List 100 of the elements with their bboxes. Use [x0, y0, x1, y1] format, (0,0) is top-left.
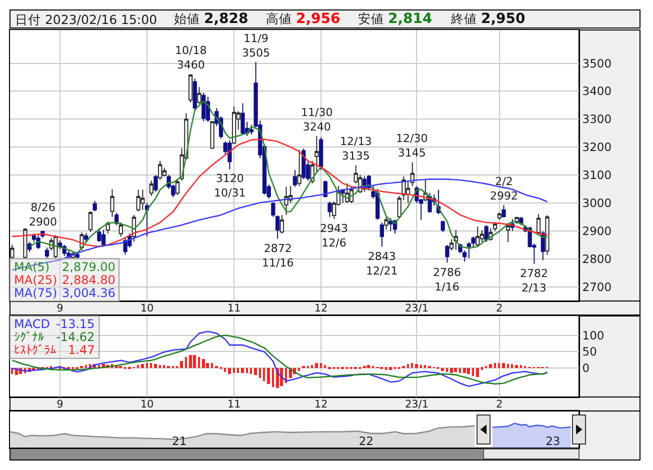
candlestick [506, 224, 510, 243]
candlestick [318, 136, 324, 170]
y-tick-label: 2800 [582, 252, 612, 266]
bar [467, 368, 470, 374]
candlestick [384, 216, 388, 230]
candlestick [44, 247, 50, 258]
candlestick [275, 215, 280, 240]
candlestick [10, 244, 14, 259]
x-tick-label: 23/1 [404, 398, 429, 411]
y-tick-label: 100 [582, 328, 604, 342]
candlestick [144, 202, 150, 237]
bar [224, 368, 226, 372]
candlestick [110, 188, 114, 218]
text: MACD -13.15 [14, 317, 95, 331]
bar [511, 364, 513, 368]
candlestick [192, 78, 197, 112]
bar [272, 368, 274, 387]
bar [141, 364, 144, 368]
bar [206, 363, 209, 368]
candlestick [480, 230, 484, 243]
y-tick-label: 3100 [582, 168, 612, 182]
x-tick-label: 11 [227, 398, 241, 411]
series-label: ﾋｽﾄｸﾞﾗﾑ 1.47 [14, 343, 95, 357]
candlestick [445, 244, 450, 264]
x-tick-label: 2 [496, 302, 503, 315]
candlestick [536, 214, 541, 234]
x-tick-label: 9 [56, 302, 64, 315]
candlestick [497, 212, 502, 220]
annotation: 10/18 3460 [175, 44, 207, 72]
bar [150, 363, 152, 368]
bar [202, 359, 205, 368]
annotation: 2782 2/13 [520, 267, 548, 294]
bar [315, 363, 318, 368]
bar [472, 368, 474, 376]
bar [502, 363, 505, 368]
bar [441, 368, 444, 371]
candlestick [228, 140, 232, 170]
x-tick-label: 10 [140, 302, 154, 315]
candlestick [123, 237, 128, 256]
bar [407, 364, 409, 368]
annotation: 2786 1/16 [433, 266, 461, 294]
y-tick-label: 2900 [582, 224, 612, 238]
bar [259, 368, 261, 378]
series-label: MA(75) 3,004.36 [14, 286, 116, 300]
y-tick-label: 3200 [582, 140, 612, 154]
annotation: 2872 11/16 [262, 242, 294, 270]
annotation: 11/9 3505 [242, 32, 270, 60]
candlestick [388, 218, 393, 232]
candlestick [101, 230, 106, 248]
bar [311, 365, 313, 368]
x-tick-label: 9 [56, 398, 64, 411]
bar [411, 363, 413, 368]
y-tick-label: 2700 [582, 280, 612, 294]
bar [507, 364, 509, 368]
candlestick [380, 222, 384, 248]
candlestick [232, 106, 236, 144]
bar [189, 355, 192, 368]
candlestick [323, 180, 328, 198]
bar [450, 368, 453, 373]
text: 終値 2,950 [450, 11, 526, 27]
bar [415, 364, 418, 368]
candlestick [297, 149, 302, 187]
candlestick [154, 174, 158, 192]
text: 始値 2,828 [174, 11, 248, 27]
bar [198, 357, 200, 368]
bar [241, 368, 244, 373]
bar [367, 365, 370, 368]
candlestick [302, 148, 306, 180]
bar [163, 365, 165, 368]
x-tick-label: 2 [496, 398, 503, 411]
candlestick [271, 202, 276, 218]
annotation: 2843 12/21 [366, 250, 398, 278]
series-label: ｼｸﾞﾅﾙ -14.62 [14, 330, 95, 344]
candlestick [280, 214, 284, 234]
bar [250, 368, 252, 374]
candlestick [88, 210, 93, 232]
bar [494, 363, 496, 368]
x-tick-label: 11 [227, 302, 241, 315]
bar [515, 365, 518, 368]
bar [137, 365, 139, 368]
bar [263, 368, 265, 381]
candlestick [140, 189, 145, 210]
bar [246, 368, 248, 373]
bar [481, 367, 483, 370]
candlestick [410, 162, 414, 187]
candlestick [97, 228, 102, 243]
bar [424, 365, 426, 368]
candlestick [292, 169, 297, 188]
text: MA(25) 2,884.80 [14, 273, 116, 287]
bar [385, 367, 387, 370]
candlestick [440, 220, 445, 233]
bar [389, 367, 392, 370]
chart-title: 日付 2023/02/16 15:00 [15, 12, 158, 27]
x-tick-label: 22 [358, 434, 374, 448]
candlestick [284, 186, 288, 216]
x-tick-label: 12 [314, 302, 328, 315]
bar [154, 364, 157, 368]
x-tick-label: 21 [172, 434, 187, 448]
candlestick [449, 238, 454, 251]
y-tick-label: 3000 [582, 196, 612, 210]
